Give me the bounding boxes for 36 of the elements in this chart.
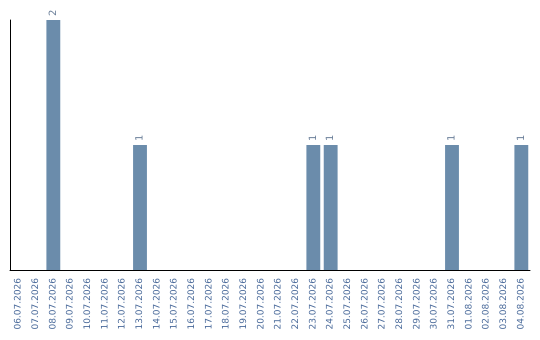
data-label: 1 bbox=[446, 134, 458, 141]
x-tick-label: 24.07.2026 bbox=[326, 278, 336, 330]
x-tick-label: 22.07.2026 bbox=[291, 278, 301, 330]
x-tick-label: 23.07.2026 bbox=[308, 278, 318, 330]
x-tick-label: 29.07.2026 bbox=[412, 278, 422, 330]
x-tick-label: 27.07.2026 bbox=[378, 278, 388, 330]
x-tick-label: 09.07.2026 bbox=[66, 278, 76, 330]
x-tick-label: 03.08.2026 bbox=[499, 278, 509, 330]
data-label: 1 bbox=[325, 134, 336, 141]
x-tick-label: 07.07.2026 bbox=[31, 278, 41, 330]
x-tick-label: 11.07.2026 bbox=[100, 278, 110, 330]
data-label: 1 bbox=[516, 134, 527, 141]
x-tick-label: 15.07.2026 bbox=[170, 278, 180, 330]
x-tick-label: 28.07.2026 bbox=[395, 278, 405, 330]
x-tick-label: 30.07.2026 bbox=[430, 278, 440, 330]
data-label: 2 bbox=[48, 10, 59, 16]
x-tick-label: 18.07.2026 bbox=[222, 278, 232, 330]
x-tick-label: 17.07.2026 bbox=[204, 278, 214, 330]
x-tick-label: 26.07.2026 bbox=[360, 278, 370, 330]
data-label: 1 bbox=[134, 134, 146, 141]
x-tick-label: 06.07.2026 bbox=[14, 278, 24, 330]
x-tick-label: 20.07.2026 bbox=[256, 278, 266, 330]
x-tick-label: 19.07.2026 bbox=[239, 278, 249, 330]
x-tick-label: 04.08.2026 bbox=[516, 278, 526, 330]
x-tick-label: 14.07.2026 bbox=[152, 278, 162, 330]
x-tick-label: 13.07.2026 bbox=[135, 278, 145, 330]
x-tick-label: 31.07.2026 bbox=[447, 278, 457, 330]
data-label: 1 bbox=[308, 134, 319, 141]
x-tick-label: 16.07.2026 bbox=[187, 278, 197, 330]
x-tick-label: 25.07.2026 bbox=[343, 278, 353, 330]
x-tick-label: 08.07.2026 bbox=[48, 278, 58, 330]
x-tick-label: 10.07.2026 bbox=[83, 278, 93, 330]
x-tick-label: 02.08.2026 bbox=[482, 278, 492, 330]
x-tick-label: 21.07.2026 bbox=[274, 278, 284, 330]
x-tick-label: 12.07.2026 bbox=[118, 278, 128, 330]
x-tick-label: 01.08.2026 bbox=[464, 278, 474, 330]
